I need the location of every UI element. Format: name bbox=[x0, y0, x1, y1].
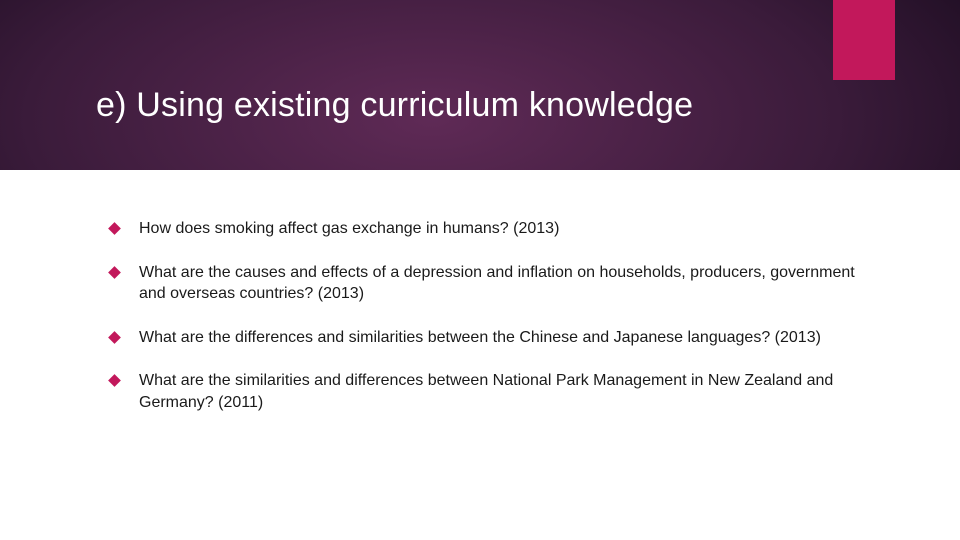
slide-title: e) Using existing curriculum knowledge bbox=[96, 86, 693, 125]
accent-tab bbox=[833, 0, 895, 80]
content-area: How does smoking affect gas exchange in … bbox=[0, 170, 960, 414]
bullet-text: What are the causes and effects of a dep… bbox=[139, 262, 869, 305]
diamond-icon bbox=[108, 266, 121, 279]
diamond-icon bbox=[108, 331, 121, 344]
title-band: e) Using existing curriculum knowledge bbox=[0, 0, 960, 170]
bullet-text: What are the similarities and difference… bbox=[139, 370, 869, 413]
diamond-icon bbox=[108, 222, 121, 235]
list-item: How does smoking affect gas exchange in … bbox=[110, 218, 882, 240]
bullet-text: What are the differences and similaritie… bbox=[139, 327, 821, 349]
list-item: What are the differences and similaritie… bbox=[110, 327, 882, 349]
list-item: What are the causes and effects of a dep… bbox=[110, 262, 882, 305]
list-item: What are the similarities and difference… bbox=[110, 370, 882, 413]
bullet-text: How does smoking affect gas exchange in … bbox=[139, 218, 559, 240]
diamond-icon bbox=[108, 375, 121, 388]
